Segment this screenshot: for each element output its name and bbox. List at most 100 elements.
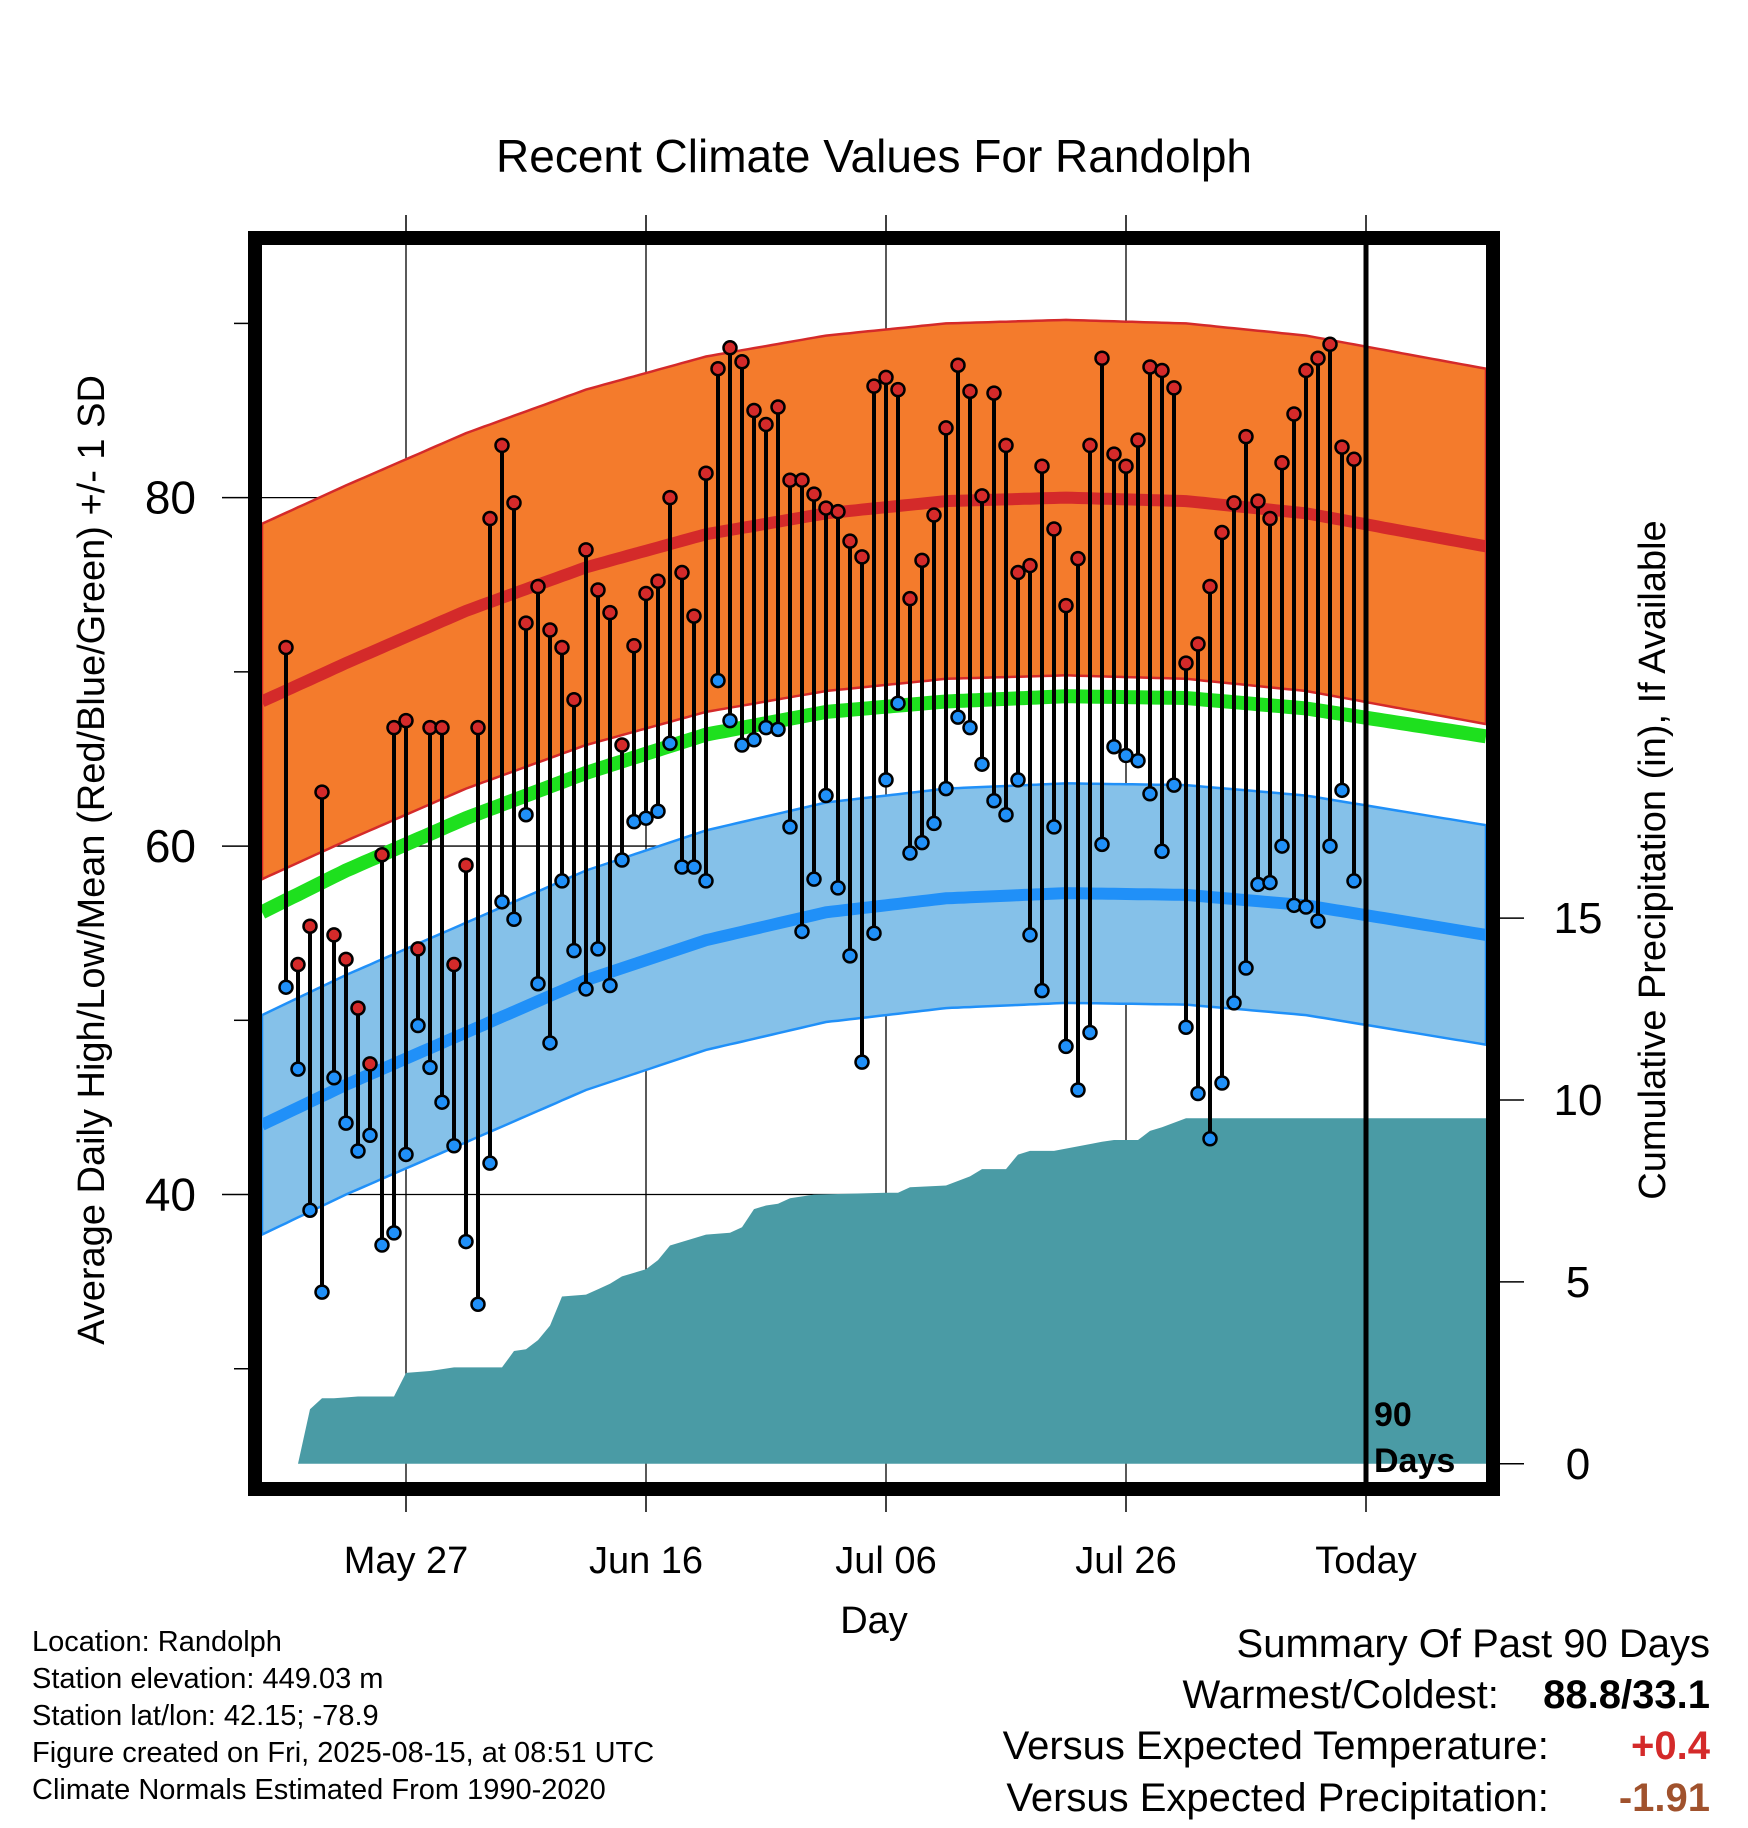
daily-low-point [434,1094,450,1110]
daily-low-point [458,1233,474,1250]
daily-high-point [554,639,570,656]
plot-frame: May 27 Jun 16 Jul 06 Jul 26 Today 40 60 80 0 5 10 1… [145,215,1603,1582]
daily-high-point [614,737,630,753]
daily-high-point [1082,437,1098,454]
y-tick-label: 80 [145,472,196,524]
daily-low-point [1178,1019,1194,1036]
daily-low-point [482,1155,498,1171]
plot-area: 90 Days [262,245,1486,1482]
daily-low-point [890,695,906,711]
daily-high-point [1046,521,1062,537]
daily-low-point [1106,739,1122,755]
daily-high-point [1262,510,1278,527]
daily-high-point [626,637,642,654]
daily-high-point [386,719,402,736]
plot-border [248,231,1500,1496]
daily-low-point [278,979,294,995]
daily-high-point [1286,406,1302,422]
daily-high-point [1226,495,1242,511]
daily-low-point [518,806,534,823]
daily-low-point [782,819,798,835]
daily-high-point [686,608,702,624]
daily-high-point [722,340,738,356]
daily-low-point [1166,777,1182,793]
daily-low-point [878,772,894,788]
daily-low-point [542,1035,558,1051]
daily-high-point [890,381,906,398]
daily-high-point [710,360,726,377]
daily-high-point [998,437,1014,454]
precip-value: -1.91 [1618,1776,1710,1820]
daily-low-point [698,873,714,889]
today-days-label: Days [1374,1442,1455,1480]
daily-low-point [710,672,726,689]
daily-low-point [1202,1131,1218,1147]
daily-low-point [1190,1085,1206,1102]
daily-high-point [470,719,486,736]
daily-low-point [746,732,762,748]
daily-high-point [410,941,426,957]
y2-tick-label: 0 [1566,1440,1590,1489]
daily-high-point [638,585,654,602]
daily-high-point [938,420,954,436]
daily-low-point [998,806,1014,823]
daily-low-point [554,873,570,889]
daily-low-point [1322,838,1338,854]
daily-low-point [938,780,954,797]
daily-high-point [974,488,990,504]
elevation-text: Station elevation: 449.03 m [32,1663,384,1695]
daily-high-point [878,369,894,386]
daily-high-point [674,564,690,581]
daily-high-point [794,472,810,488]
daily-high-point [1202,578,1218,595]
daily-low-point [662,735,678,752]
daily-high-point [290,956,306,973]
daily-high-point [590,582,606,598]
daily-low-point [1310,913,1326,929]
daily-low-point [650,803,666,819]
daily-low-point [806,871,822,887]
daily-high-point [482,510,498,527]
daily-high-point [1178,655,1194,671]
daily-high-point [1118,458,1134,475]
daily-high-point [1322,336,1338,353]
daily-low-point [974,756,990,772]
daily-high-point [1298,362,1314,379]
daily-high-point [1010,564,1026,581]
y2-tick-label: 15 [1554,894,1603,943]
daily-low-point [1058,1038,1074,1055]
daily-high-point [338,951,354,968]
daily-high-point [914,552,930,569]
daily-high-point [1250,493,1266,509]
daily-high-point [962,383,978,400]
daily-low-point [686,859,702,875]
y2-axis-label: Cumulative Precipitation (in), If Availa… [1632,520,1674,1199]
daily-low-point [302,1202,318,1218]
summary-precip-row: Versus Expected Precipitation: -1.91 [1006,1776,1710,1821]
x-tick-label: Jul 26 [1075,1540,1176,1582]
daily-high-point [1022,557,1038,574]
daily-low-point [854,1054,870,1070]
daily-high-point [698,465,714,481]
today-days-number: 90 [1374,1396,1412,1434]
daily-low-point [530,975,546,992]
x-tick-label: Today [1315,1540,1416,1582]
daily-high-point [986,385,1002,401]
daily-high-point [602,604,618,621]
daily-low-point [830,880,846,896]
daily-low-point [1274,838,1290,854]
daily-high-point [530,578,546,595]
chart-title: Recent Climate Values For Randolph [496,130,1252,182]
daily-low-point [1130,752,1146,769]
y-axis-label: Average Daily High/Low/Mean (Red/Blue/Gr… [71,375,113,1345]
daily-high-point [1334,439,1350,455]
daily-low-point [1154,843,1170,860]
precip-label: Versus Expected Precipitation: [1006,1776,1549,1820]
daily-low-point [1034,982,1050,999]
daily-high-point [278,639,294,656]
y-tick-label: 60 [145,820,196,872]
daily-low-point [422,1059,438,1076]
daily-high-point [398,712,414,729]
daily-high-point [1274,455,1290,471]
daily-high-point [902,590,918,607]
